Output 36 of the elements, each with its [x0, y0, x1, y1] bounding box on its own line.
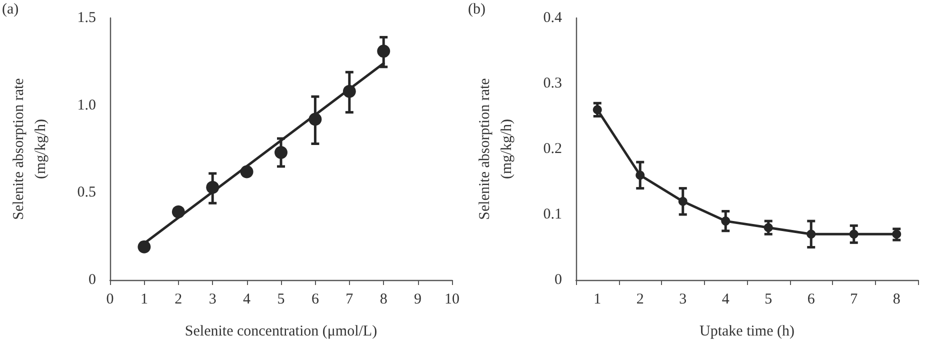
- y-tick-label: 0.1: [543, 206, 562, 222]
- x-tick-label: 10: [444, 292, 460, 308]
- y-tick-label: 0.3: [543, 76, 562, 92]
- y-axis-title: Selenite absorption rate (mg/kg/h): [11, 78, 49, 220]
- x-tick-label: 5: [277, 292, 285, 308]
- x-tick-label: 3: [679, 292, 687, 308]
- y-tick-label: 0.2: [543, 141, 562, 157]
- point: [138, 240, 151, 254]
- text: (b): [468, 2, 486, 18]
- x-tick-label: 6: [311, 292, 320, 308]
- x-tick-label: 7: [850, 292, 858, 308]
- x-tick-label: 3: [208, 292, 216, 308]
- point: [172, 205, 185, 218]
- y-tick-label: 0.4: [543, 10, 562, 26]
- x-tick-label: 4: [243, 292, 252, 308]
- y-tick-label: 0.5: [77, 184, 96, 201]
- x-tick-label: 7: [346, 292, 354, 308]
- x-tick-label: 4: [722, 292, 730, 308]
- y-tick-label: 0: [554, 272, 562, 288]
- x-tick-label: 1: [594, 292, 602, 308]
- x-tick-label: 6: [807, 292, 816, 308]
- x-tick-label: 0: [106, 292, 114, 308]
- y-tick-label: 1.5: [77, 10, 96, 26]
- x-tick-label: 9: [414, 292, 422, 308]
- x-axis-title: Selenite concentration (μmol/L): [184, 324, 378, 340]
- y-tick-label: 0: [88, 272, 96, 288]
- y-tick-label: 1.0: [77, 97, 96, 114]
- x-tick-label: 5: [764, 292, 772, 308]
- y-axis-title: Selenite absorption rate (mg/kg/h): [477, 78, 515, 220]
- x-tick-label: 2: [174, 292, 182, 308]
- x-axis-title: Uptake time (h): [700, 324, 794, 340]
- x-tick-label: 1: [140, 292, 148, 308]
- x-tick-label: 8: [380, 292, 388, 308]
- text: (a): [2, 2, 19, 18]
- x-tick-label: 2: [636, 292, 644, 308]
- x-tick-label: 8: [892, 292, 900, 308]
